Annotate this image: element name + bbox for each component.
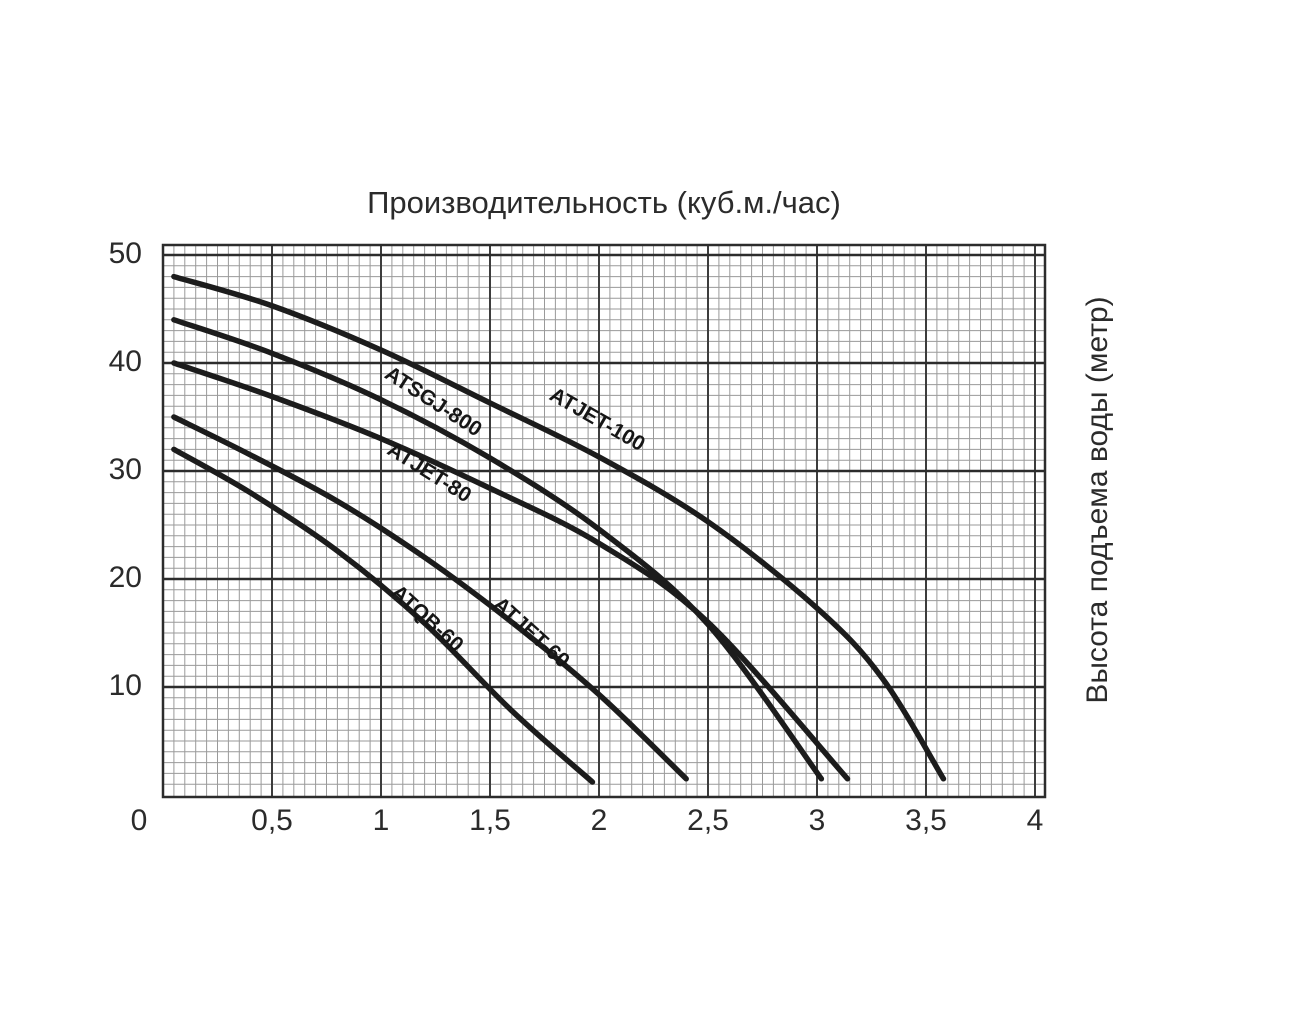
chart-title: Производительность (куб.м./час) — [367, 185, 841, 220]
curve-atqb-60 — [171, 446, 596, 785]
x-tick-label: 1 — [372, 804, 390, 837]
plot-border — [161, 243, 1047, 799]
y-tick-label: 10 — [108, 669, 142, 702]
x-tick-label: 3,5 — [905, 804, 947, 837]
x-tick-label: 4 — [1026, 804, 1044, 837]
curve-atjet-80 — [171, 360, 851, 782]
x-tick-label: 2,5 — [687, 804, 729, 837]
y-tick-label: 30 — [108, 453, 142, 486]
y-tick-label: 20 — [108, 561, 142, 594]
x-tick-label: 0,5 — [251, 804, 293, 837]
x-tick-label: 2 — [590, 804, 608, 837]
x-tick-label: 1,5 — [469, 804, 511, 837]
curve-atjet-100 — [171, 273, 947, 782]
y-tick-label: 40 — [108, 345, 142, 378]
y-tick-label: 50 — [108, 237, 142, 270]
curve-atjet-60 — [171, 414, 689, 782]
x-tick-label: 0 — [130, 804, 148, 837]
y-axis-label: Высота подъема воды (метр) — [1081, 296, 1114, 704]
x-tick-label: 3 — [808, 804, 826, 837]
